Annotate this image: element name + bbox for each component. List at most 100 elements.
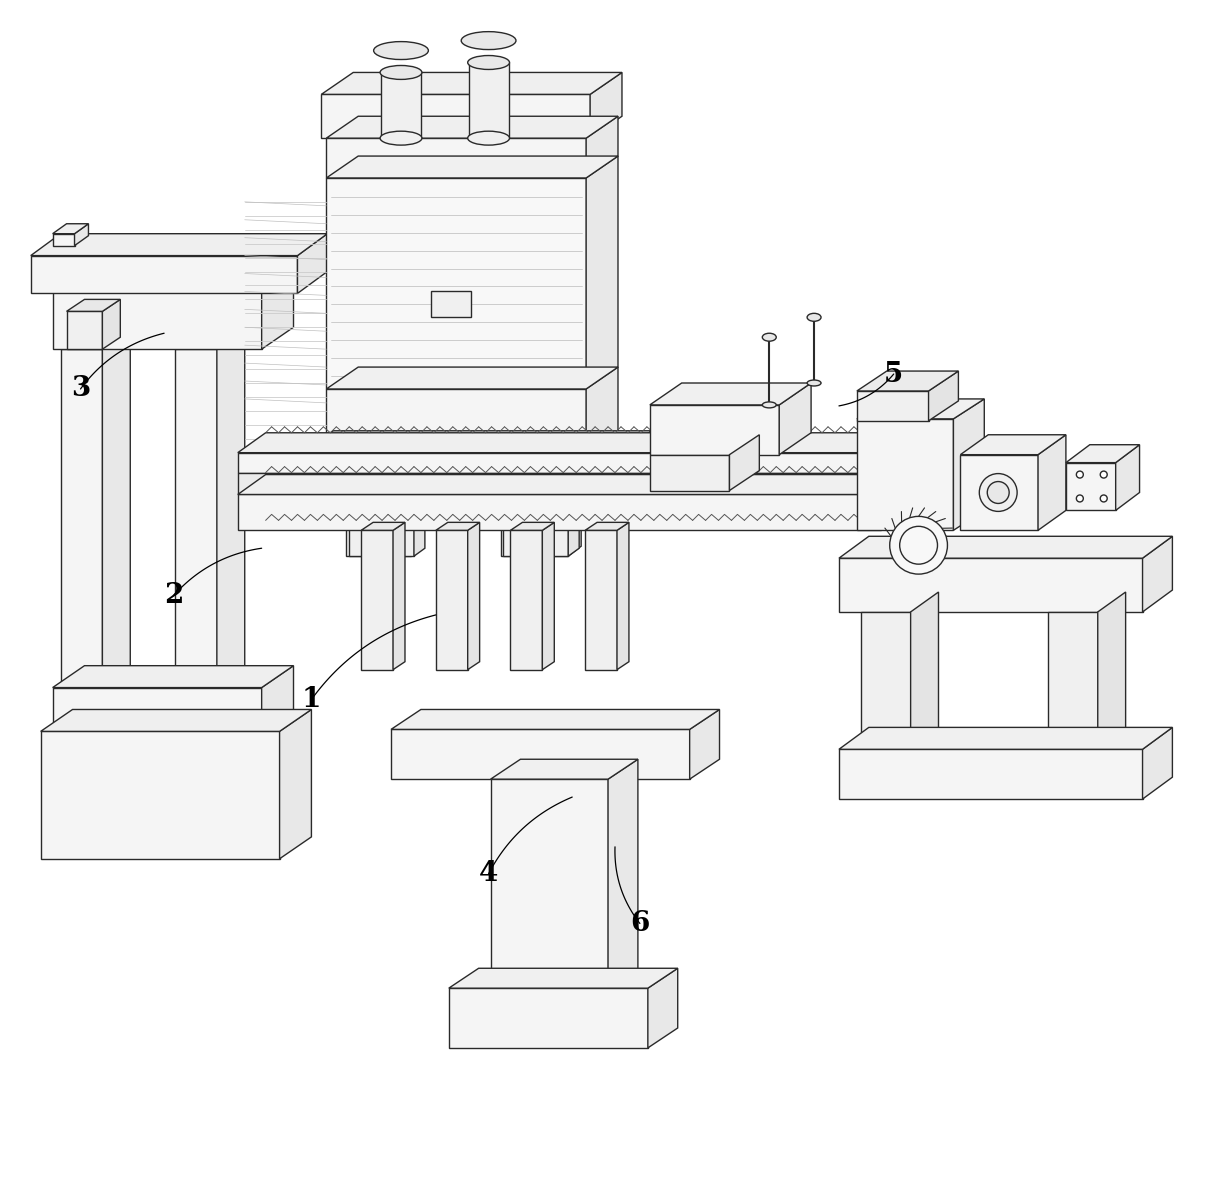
Polygon shape bbox=[1098, 592, 1126, 749]
Polygon shape bbox=[302, 452, 620, 490]
Polygon shape bbox=[349, 452, 367, 556]
Polygon shape bbox=[542, 523, 554, 670]
Polygon shape bbox=[649, 454, 729, 490]
Text: 6: 6 bbox=[631, 910, 649, 936]
Polygon shape bbox=[60, 328, 131, 349]
Polygon shape bbox=[586, 155, 618, 389]
Polygon shape bbox=[238, 472, 881, 494]
Polygon shape bbox=[322, 94, 590, 139]
Polygon shape bbox=[585, 523, 630, 530]
Polygon shape bbox=[391, 709, 719, 730]
Polygon shape bbox=[102, 299, 121, 349]
Polygon shape bbox=[1039, 435, 1066, 530]
Text: 1: 1 bbox=[302, 687, 322, 713]
Polygon shape bbox=[839, 536, 1173, 559]
Polygon shape bbox=[411, 128, 424, 556]
Ellipse shape bbox=[1077, 495, 1083, 502]
Polygon shape bbox=[448, 988, 648, 1048]
Polygon shape bbox=[881, 475, 909, 530]
Polygon shape bbox=[503, 452, 520, 556]
Polygon shape bbox=[53, 292, 261, 349]
Polygon shape bbox=[961, 435, 1066, 454]
Polygon shape bbox=[857, 391, 929, 421]
Polygon shape bbox=[326, 178, 586, 389]
Polygon shape bbox=[41, 709, 312, 732]
Polygon shape bbox=[326, 139, 586, 178]
Polygon shape bbox=[238, 475, 909, 494]
Polygon shape bbox=[414, 445, 425, 556]
Polygon shape bbox=[431, 292, 471, 317]
Ellipse shape bbox=[468, 132, 510, 145]
Polygon shape bbox=[590, 73, 622, 139]
Polygon shape bbox=[857, 419, 954, 530]
Ellipse shape bbox=[807, 313, 821, 322]
Polygon shape bbox=[297, 233, 328, 293]
Polygon shape bbox=[280, 709, 312, 859]
Polygon shape bbox=[391, 139, 411, 556]
Polygon shape bbox=[648, 969, 678, 1048]
Polygon shape bbox=[238, 494, 881, 530]
Ellipse shape bbox=[1100, 495, 1108, 502]
Ellipse shape bbox=[763, 402, 776, 408]
Polygon shape bbox=[326, 116, 618, 139]
Polygon shape bbox=[261, 269, 293, 349]
Polygon shape bbox=[361, 523, 405, 530]
Ellipse shape bbox=[381, 132, 421, 145]
Polygon shape bbox=[395, 452, 414, 556]
Polygon shape bbox=[649, 405, 779, 454]
Polygon shape bbox=[1116, 445, 1140, 511]
Polygon shape bbox=[238, 452, 881, 472]
Polygon shape bbox=[910, 592, 939, 749]
Polygon shape bbox=[1048, 612, 1098, 749]
Ellipse shape bbox=[461, 31, 516, 49]
Polygon shape bbox=[548, 139, 568, 556]
Polygon shape bbox=[929, 371, 958, 421]
Ellipse shape bbox=[890, 517, 947, 574]
Polygon shape bbox=[175, 328, 245, 349]
Polygon shape bbox=[881, 452, 909, 494]
Polygon shape bbox=[102, 328, 131, 688]
Polygon shape bbox=[261, 666, 293, 732]
Polygon shape bbox=[839, 727, 1173, 749]
Polygon shape bbox=[391, 730, 690, 779]
Polygon shape bbox=[520, 445, 531, 556]
Polygon shape bbox=[779, 383, 811, 454]
Polygon shape bbox=[609, 759, 638, 988]
Polygon shape bbox=[954, 399, 984, 530]
Polygon shape bbox=[490, 779, 609, 988]
Polygon shape bbox=[839, 559, 1142, 612]
Polygon shape bbox=[1142, 727, 1173, 799]
Polygon shape bbox=[346, 139, 366, 556]
Polygon shape bbox=[366, 128, 379, 556]
Polygon shape bbox=[690, 709, 719, 779]
Polygon shape bbox=[961, 454, 1039, 530]
Ellipse shape bbox=[381, 66, 421, 79]
Polygon shape bbox=[468, 62, 509, 139]
Polygon shape bbox=[31, 256, 297, 293]
Ellipse shape bbox=[468, 55, 510, 69]
Polygon shape bbox=[585, 530, 617, 670]
Polygon shape bbox=[586, 367, 618, 452]
Polygon shape bbox=[649, 383, 811, 405]
Polygon shape bbox=[322, 73, 622, 94]
Polygon shape bbox=[53, 688, 261, 732]
Polygon shape bbox=[881, 433, 909, 472]
Polygon shape bbox=[490, 759, 638, 779]
Polygon shape bbox=[729, 435, 759, 490]
Polygon shape bbox=[1142, 536, 1173, 612]
Polygon shape bbox=[568, 128, 582, 556]
Polygon shape bbox=[217, 328, 245, 688]
Polygon shape bbox=[520, 128, 533, 556]
Polygon shape bbox=[393, 523, 405, 670]
Polygon shape bbox=[60, 349, 102, 688]
Polygon shape bbox=[53, 224, 89, 233]
Ellipse shape bbox=[987, 482, 1009, 504]
Text: 3: 3 bbox=[71, 376, 90, 403]
Ellipse shape bbox=[373, 42, 429, 60]
Polygon shape bbox=[468, 523, 479, 670]
Ellipse shape bbox=[1100, 471, 1108, 478]
Polygon shape bbox=[839, 749, 1142, 799]
Polygon shape bbox=[53, 269, 293, 292]
Polygon shape bbox=[436, 530, 468, 670]
Polygon shape bbox=[857, 399, 984, 419]
